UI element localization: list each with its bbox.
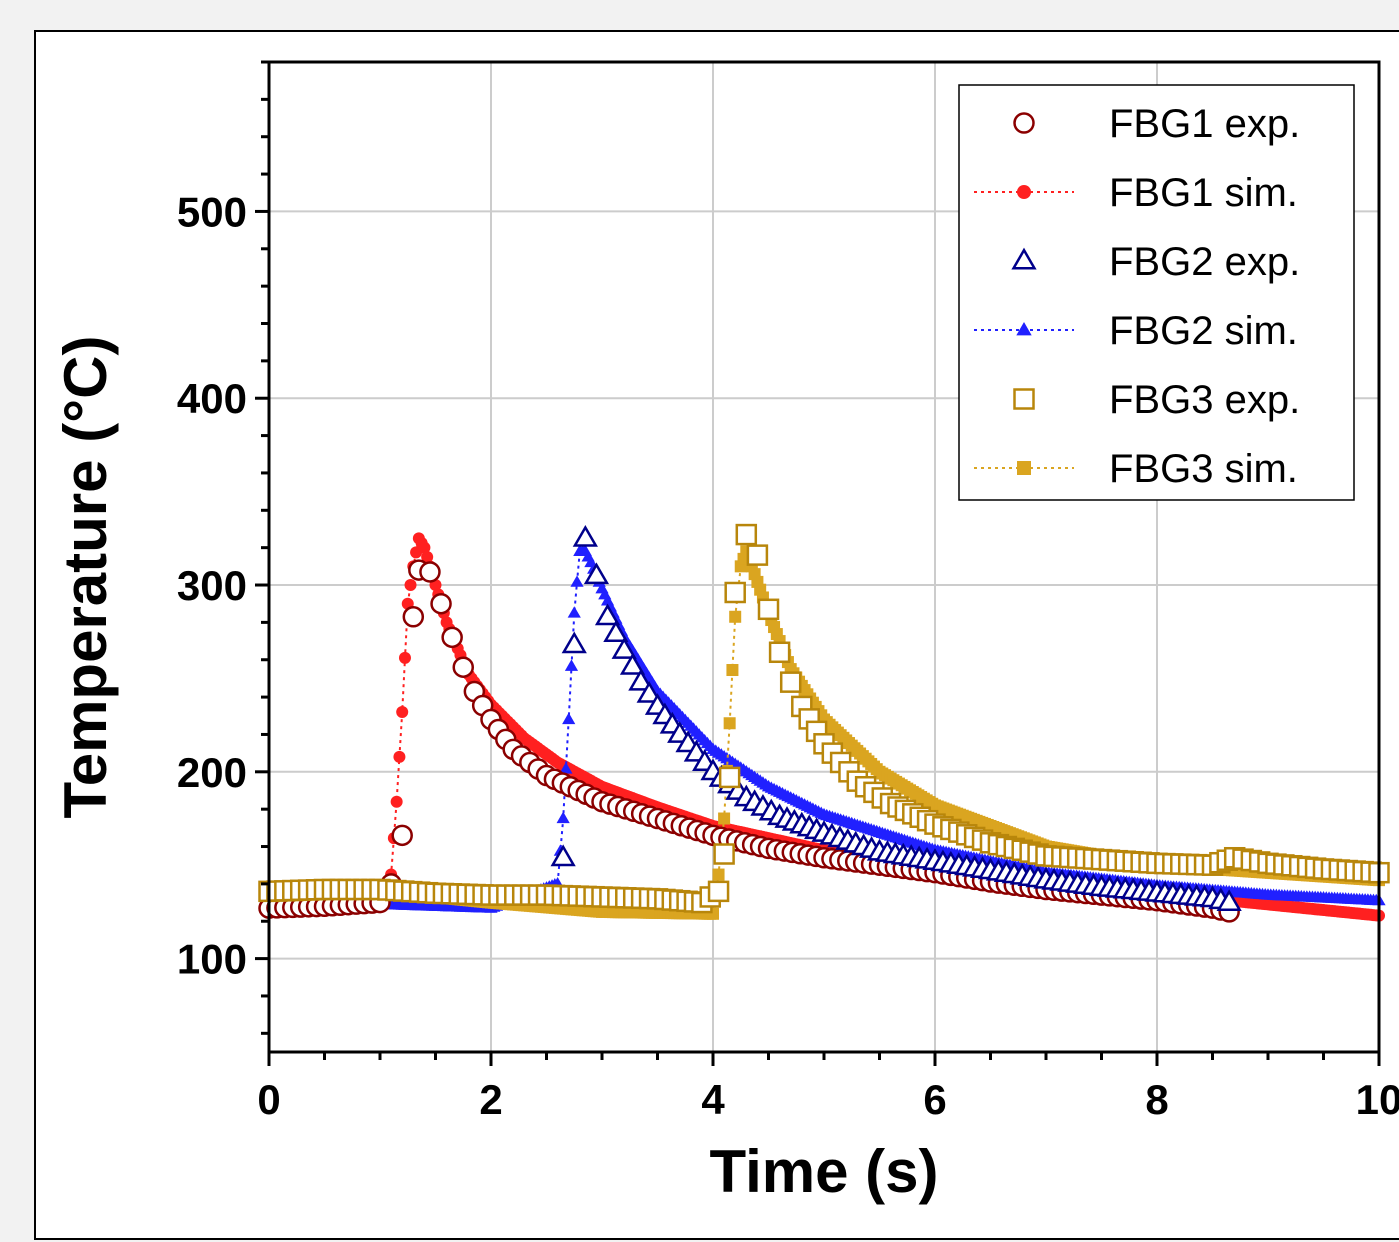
data-point: [726, 664, 739, 677]
legend-marker: [1017, 185, 1031, 199]
series-layer: [258, 523, 1390, 923]
legend-marker: [1013, 112, 1035, 134]
data-point: [561, 631, 587, 654]
data-point: [398, 651, 411, 664]
data-point: [391, 824, 413, 847]
data-point: [628, 668, 654, 691]
data-point: [550, 844, 576, 867]
legend-marker: [1016, 322, 1032, 336]
data-point: [768, 641, 791, 664]
data-point: [572, 524, 598, 547]
chart-frame: 0 2 4 6 8 10 100 200 300 400 500 Time (s) Temperat…: [34, 30, 1399, 1240]
legend-label: FBG3 exp.: [1109, 378, 1300, 422]
data-point: [724, 581, 746, 604]
legend-marker: [1017, 461, 1031, 475]
y-axis-title: Temperature (°C): [52, 336, 119, 819]
x-tick-label: 6: [923, 1076, 946, 1123]
data-point: [430, 592, 452, 615]
legend-item: FBG2 sim.: [974, 309, 1298, 353]
data-point: [707, 880, 730, 903]
data-point: [556, 811, 570, 824]
legend-label: FBG1 exp.: [1109, 102, 1300, 146]
y-tick-label: 100: [177, 936, 247, 983]
series-fbg2-exp: [550, 524, 1242, 912]
data-point: [713, 843, 735, 865]
y-tick-label: 300: [177, 562, 247, 609]
legend-item: FBG1 sim.: [974, 171, 1298, 215]
data-point: [729, 610, 742, 623]
chart: 0 2 4 6 8 10 100 200 300 400 500 Time (s) Temperat…: [52, 60, 1399, 1205]
x-tick-label: 8: [1145, 1076, 1168, 1123]
data-point: [452, 656, 474, 678]
legend: FBG1 exp. FBG1 sim. FBG2 exp. FBG2 sim. FBG3…: [958, 84, 1355, 501]
data-point: [404, 579, 417, 592]
y-tick-label: 200: [177, 749, 247, 796]
data-point: [564, 659, 579, 671]
y-tick-label: 500: [177, 188, 247, 235]
data-point: [583, 562, 610, 585]
data-point: [390, 795, 403, 808]
data-point: [723, 717, 736, 730]
data-point: [418, 541, 431, 554]
data-point: [603, 620, 629, 643]
legend-box: [958, 84, 1355, 501]
axes: 0 2 4 6 8 10 100 200 300 400 500: [177, 60, 1399, 1123]
x-tick-label: 4: [701, 1076, 725, 1123]
data-point: [402, 606, 425, 628]
data-point: [567, 606, 581, 618]
data-point: [594, 603, 621, 626]
legend-item: FBG3 sim.: [974, 447, 1298, 491]
legend-marker: [1013, 388, 1035, 410]
legend-label: FBG1 sim.: [1109, 171, 1298, 215]
data-point: [419, 561, 441, 583]
data-point: [559, 762, 573, 774]
data-point: [611, 637, 637, 659]
legend-label: FBG2 sim.: [1109, 309, 1298, 353]
legend-item: FBG1 exp.: [1013, 102, 1300, 146]
x-axis-title: Time (s): [710, 1138, 939, 1205]
data-point: [441, 626, 463, 649]
data-point: [1216, 889, 1242, 912]
data-point: [757, 598, 780, 621]
legend-marker: [1011, 247, 1037, 270]
data-point: [393, 750, 406, 763]
legend-item: FBG3 exp.: [1013, 378, 1300, 422]
data-point: [735, 523, 758, 546]
data-point: [746, 544, 769, 566]
data-point: [718, 812, 731, 825]
data-point: [396, 706, 409, 719]
x-tick-label: 0: [257, 1076, 280, 1123]
y-tick-label: 400: [177, 375, 247, 422]
data-point: [421, 551, 434, 563]
x-tick-label: 2: [479, 1076, 502, 1123]
data-point: [779, 671, 802, 693]
data-point: [718, 766, 741, 789]
series-fbg3-exp: [258, 523, 1390, 914]
legend-label: FBG3 sim.: [1109, 447, 1298, 491]
data-point: [636, 680, 662, 703]
legend-item: FBG2 exp.: [1011, 240, 1300, 284]
data-point: [562, 712, 576, 725]
data-point: [619, 652, 646, 675]
legend-label: FBG2 exp.: [1109, 240, 1300, 284]
data-point: [712, 868, 725, 881]
data-point: [570, 575, 584, 587]
x-tick-label: 10: [1356, 1076, 1399, 1123]
